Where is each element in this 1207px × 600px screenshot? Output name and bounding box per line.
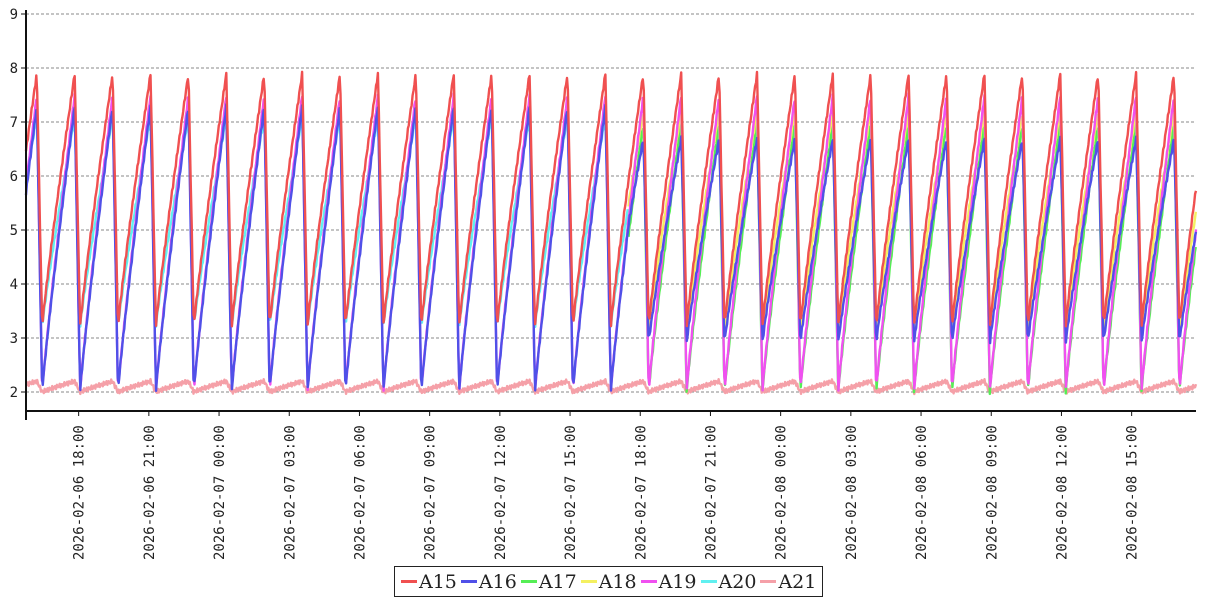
- legend-item-a19: A19: [639, 571, 697, 593]
- legend-swatch: [460, 580, 477, 583]
- y-tick-label: 3: [10, 331, 18, 347]
- legend-label: A16: [478, 570, 517, 593]
- x-tick-label: 2026-02-08 15:00: [1125, 425, 1141, 560]
- legend: A15 A16 A17 A18 A19 A20 A21: [394, 566, 824, 597]
- y-tick-label: 4: [10, 277, 18, 293]
- x-tick-label: 2026-02-07 09:00: [423, 425, 439, 560]
- legend-item-a16: A16: [459, 571, 517, 593]
- legend-swatch: [401, 580, 417, 583]
- legend-label: A20: [718, 570, 757, 593]
- legend-label: A15: [419, 570, 457, 593]
- series-line-a16: [24, 103, 1198, 392]
- x-tick-label: 2026-02-07 12:00: [493, 425, 509, 560]
- legend-item-a15: A15: [399, 571, 457, 593]
- legend-label: A18: [598, 570, 637, 593]
- x-tick-label: 2026-02-07 18:00: [633, 425, 649, 560]
- y-tick-label: 7: [10, 115, 18, 131]
- x-tick-label: 2026-02-07 15:00: [563, 425, 579, 560]
- legend-item-a21: A21: [758, 571, 816, 593]
- x-tick-label: 2026-02-07 00:00: [212, 425, 228, 560]
- legend-swatch: [580, 580, 597, 583]
- legend-item-a18: A18: [579, 571, 637, 593]
- x-tick-label: 2026-02-07 21:00: [703, 425, 719, 560]
- legend-swatch: [700, 580, 717, 583]
- x-tick-label: 2026-02-08 00:00: [774, 425, 790, 560]
- legend-label: A21: [778, 570, 817, 593]
- x-tick-label: 2026-02-08 03:00: [844, 425, 860, 560]
- legend-item-a17: A17: [519, 571, 577, 593]
- y-tick-label: 9: [10, 7, 18, 23]
- x-tick-label: 2026-02-08 12:00: [1054, 425, 1070, 560]
- y-tick-label: 8: [10, 61, 18, 77]
- series-lines: [24, 70, 1198, 396]
- legend-swatch: [520, 580, 537, 583]
- x-tick-label: 2026-02-08 06:00: [914, 425, 930, 560]
- series-line-a15: [24, 70, 1198, 328]
- legend-swatch: [760, 580, 777, 583]
- x-tick-label: 2026-02-06 18:00: [72, 425, 88, 560]
- x-tick-label: 2026-02-08 09:00: [984, 425, 1000, 560]
- grid-lines: [26, 13, 1196, 393]
- y-tick-label: 2: [10, 385, 18, 401]
- legend-swatch: [640, 580, 657, 583]
- x-tick-labels: 2026-02-06 18:00 2026-02-06 21:00 2026-02-…: [72, 411, 1141, 560]
- y-tick-labels: 2 3 4 5 6 7 8 9: [10, 7, 26, 401]
- y-tick-label: 5: [10, 223, 18, 239]
- legend-label: A19: [658, 570, 697, 593]
- y-tick-label: 6: [10, 169, 18, 185]
- axes: [25, 10, 1196, 420]
- x-tick-label: 2026-02-07 06:00: [352, 425, 368, 560]
- legend-label: A17: [538, 570, 577, 593]
- x-tick-label: 2026-02-07 03:00: [282, 425, 298, 560]
- x-tick-label: 2026-02-06 21:00: [142, 425, 158, 560]
- legend-item-a20: A20: [699, 570, 757, 593]
